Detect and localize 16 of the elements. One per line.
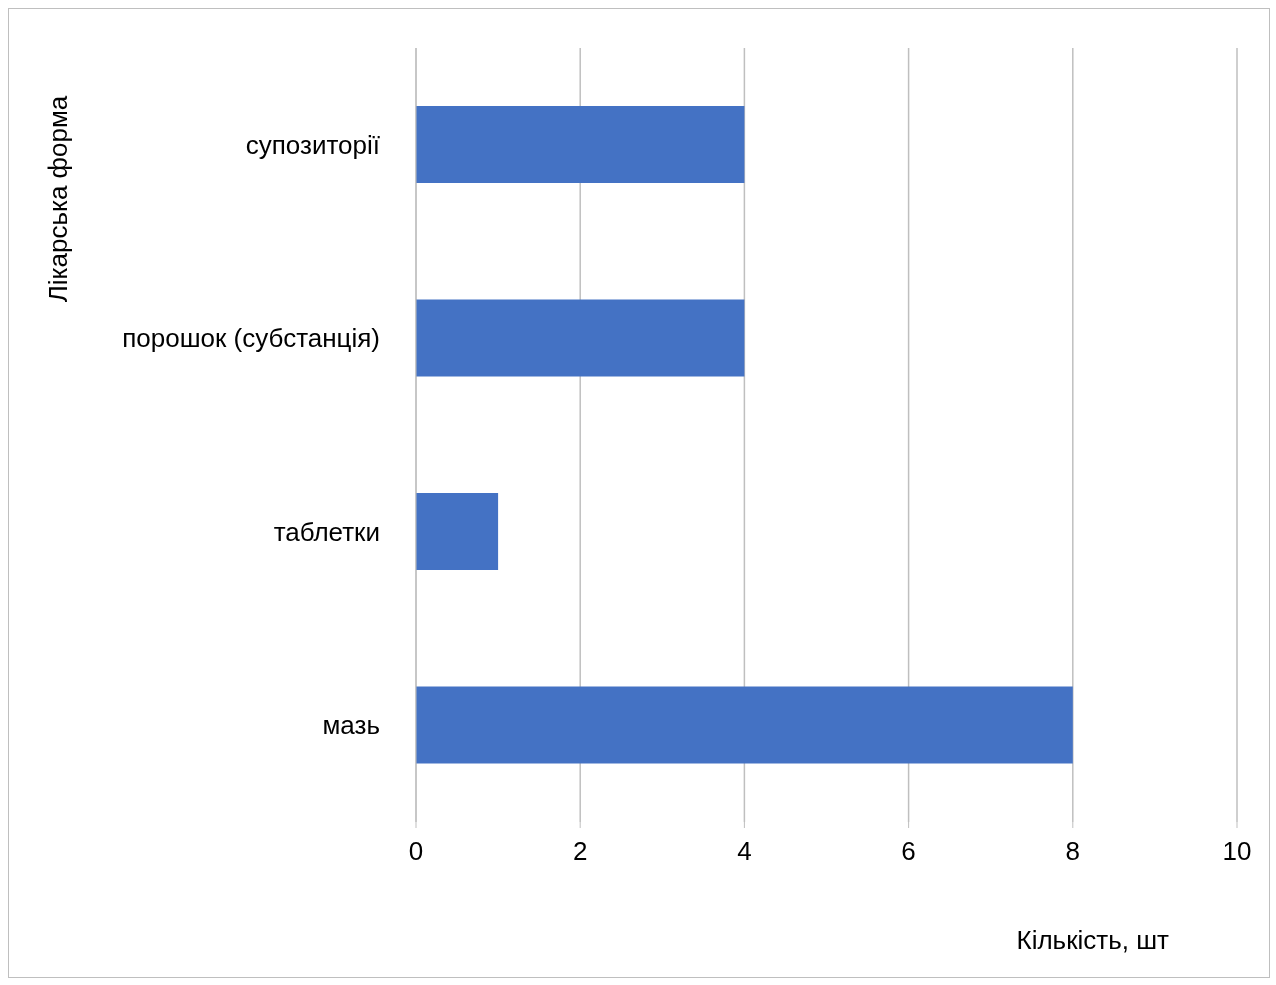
x-tick-label: 8 <box>1065 836 1081 867</box>
bar <box>416 106 745 184</box>
bar <box>416 493 499 571</box>
bar <box>416 686 1073 764</box>
y-tick-label: супозиторії <box>245 129 380 160</box>
y-axis-title: Лікарська форма <box>43 95 73 303</box>
x-tick-label: 4 <box>737 836 752 867</box>
x-tick-label: 10 <box>1222 836 1252 867</box>
y-tick-label: мазь <box>322 710 380 741</box>
x-tick-label: 0 <box>408 836 424 867</box>
x-tick-label: 6 <box>901 836 916 867</box>
y-tick-label: таблетки <box>273 516 380 547</box>
x-axis-title: Кількість, шт <box>1016 925 1170 955</box>
bar <box>416 299 745 377</box>
x-tick-label: 2 <box>572 836 588 867</box>
y-tick-label: порошок (субстанція) <box>122 323 380 354</box>
